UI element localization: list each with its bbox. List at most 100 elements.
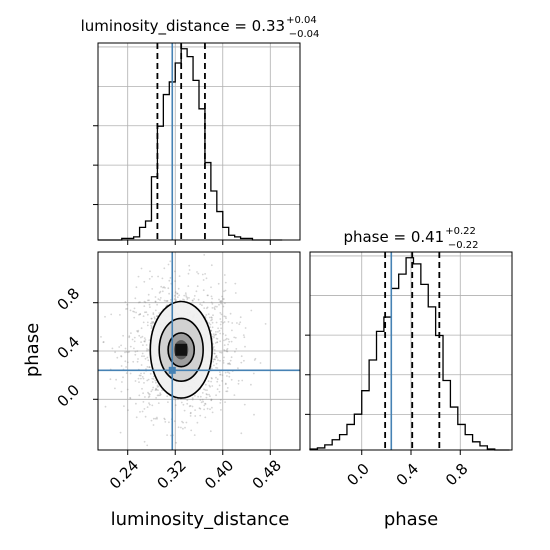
scatter-point bbox=[204, 383, 207, 386]
scatter-point bbox=[168, 279, 171, 282]
scatter-point bbox=[238, 323, 241, 326]
scatter-point bbox=[138, 374, 141, 377]
scatter-point bbox=[203, 307, 206, 309]
scatter-point bbox=[250, 309, 253, 312]
scatter-point bbox=[142, 401, 145, 403]
scatter-point bbox=[183, 294, 186, 297]
scatter-point bbox=[124, 347, 127, 350]
scatter-point bbox=[226, 387, 229, 389]
scatter-point bbox=[224, 382, 227, 385]
scatter-point bbox=[201, 398, 204, 401]
scatter-point bbox=[216, 305, 218, 308]
scatter-point bbox=[211, 385, 214, 387]
scatter-point bbox=[156, 416, 158, 419]
scatter-point bbox=[203, 408, 206, 411]
scatter-point bbox=[184, 426, 186, 429]
scatter-point bbox=[155, 388, 158, 391]
scatter-point bbox=[182, 421, 185, 424]
scatter-point bbox=[167, 401, 169, 403]
scatter-point bbox=[214, 333, 217, 336]
scatter-point bbox=[176, 292, 179, 295]
scatter-point bbox=[214, 356, 217, 359]
scatter-point bbox=[234, 282, 237, 285]
scatter-point bbox=[220, 300, 223, 302]
scatter-point bbox=[146, 348, 148, 350]
scatter-point bbox=[237, 367, 239, 370]
scatter-point bbox=[137, 329, 140, 332]
x-tick-label: 0.0 bbox=[343, 460, 373, 490]
scatter-point bbox=[219, 312, 222, 314]
scatter-point bbox=[135, 286, 138, 289]
scatter-point bbox=[188, 405, 191, 408]
scatter-point bbox=[206, 294, 209, 297]
scatter-point bbox=[146, 313, 149, 316]
scatter-point bbox=[210, 398, 213, 401]
scatter-point bbox=[154, 296, 157, 298]
phase-y-tick-labels: 0.0 0.4 0.8 bbox=[54, 284, 84, 410]
scatter-point bbox=[186, 402, 189, 405]
scatter-point bbox=[206, 389, 208, 391]
scatter-point bbox=[127, 351, 129, 354]
scatter-point bbox=[124, 360, 127, 363]
scatter-point bbox=[234, 292, 237, 294]
scatter-point bbox=[183, 409, 186, 412]
phase-vs-luminosity-distance-panel bbox=[93, 251, 301, 455]
scatter-point bbox=[208, 322, 211, 324]
scatter-point bbox=[225, 337, 228, 340]
scatter-point bbox=[156, 303, 159, 306]
scatter-point bbox=[159, 299, 161, 301]
scatter-point bbox=[219, 359, 221, 362]
scatter-point bbox=[193, 434, 196, 436]
scatter-point bbox=[222, 298, 224, 300]
scatter-point bbox=[187, 285, 190, 287]
scatter-point bbox=[115, 378, 117, 381]
scatter-point bbox=[240, 355, 243, 358]
scatter-point bbox=[221, 380, 224, 382]
scatter-point bbox=[230, 378, 233, 381]
scatter-point bbox=[240, 432, 243, 435]
x-tick-label: 0.32 bbox=[154, 456, 190, 492]
x-tick-label: 0.40 bbox=[201, 456, 237, 492]
scatter-point bbox=[169, 301, 172, 304]
scatter-point bbox=[252, 372, 255, 375]
scatter-point bbox=[216, 388, 219, 391]
scatter-point bbox=[219, 351, 221, 354]
scatter-point bbox=[210, 316, 213, 319]
scatter-point bbox=[213, 352, 216, 355]
scatter-point bbox=[150, 324, 153, 327]
scatter-point bbox=[210, 380, 213, 383]
scatter-point bbox=[213, 334, 216, 337]
scatter-point bbox=[209, 408, 211, 411]
scatter-point bbox=[218, 390, 221, 393]
scatter-point bbox=[225, 349, 228, 351]
scatter-point bbox=[253, 359, 256, 361]
scatter-point bbox=[133, 307, 136, 310]
scatter-point bbox=[136, 330, 138, 332]
scatter-point bbox=[196, 285, 199, 288]
scatter-point bbox=[160, 285, 163, 288]
scatter-point bbox=[147, 349, 150, 351]
scatter-point bbox=[120, 390, 123, 393]
scatter-point bbox=[102, 341, 105, 344]
scatter-point bbox=[169, 434, 172, 437]
scatter-point bbox=[143, 408, 146, 410]
scatter-point bbox=[119, 314, 121, 316]
scatter-point bbox=[211, 321, 214, 324]
scatter-point bbox=[202, 279, 205, 281]
scatter-point bbox=[125, 372, 128, 374]
scatter-point bbox=[219, 340, 222, 343]
scatter-point bbox=[176, 296, 179, 299]
scatter-point bbox=[126, 361, 129, 364]
scatter-point bbox=[220, 302, 223, 305]
scatter-point bbox=[129, 309, 132, 312]
scatter-point bbox=[206, 306, 209, 309]
scatter-point bbox=[241, 379, 244, 382]
scatter-point bbox=[129, 345, 132, 348]
scatter-point bbox=[154, 301, 157, 303]
scatter-point bbox=[216, 380, 219, 383]
scatter-point bbox=[212, 333, 215, 336]
scatter-point bbox=[129, 396, 132, 399]
scatter-point bbox=[151, 321, 153, 324]
scatter-point bbox=[191, 397, 194, 399]
scatter-point bbox=[155, 397, 158, 399]
